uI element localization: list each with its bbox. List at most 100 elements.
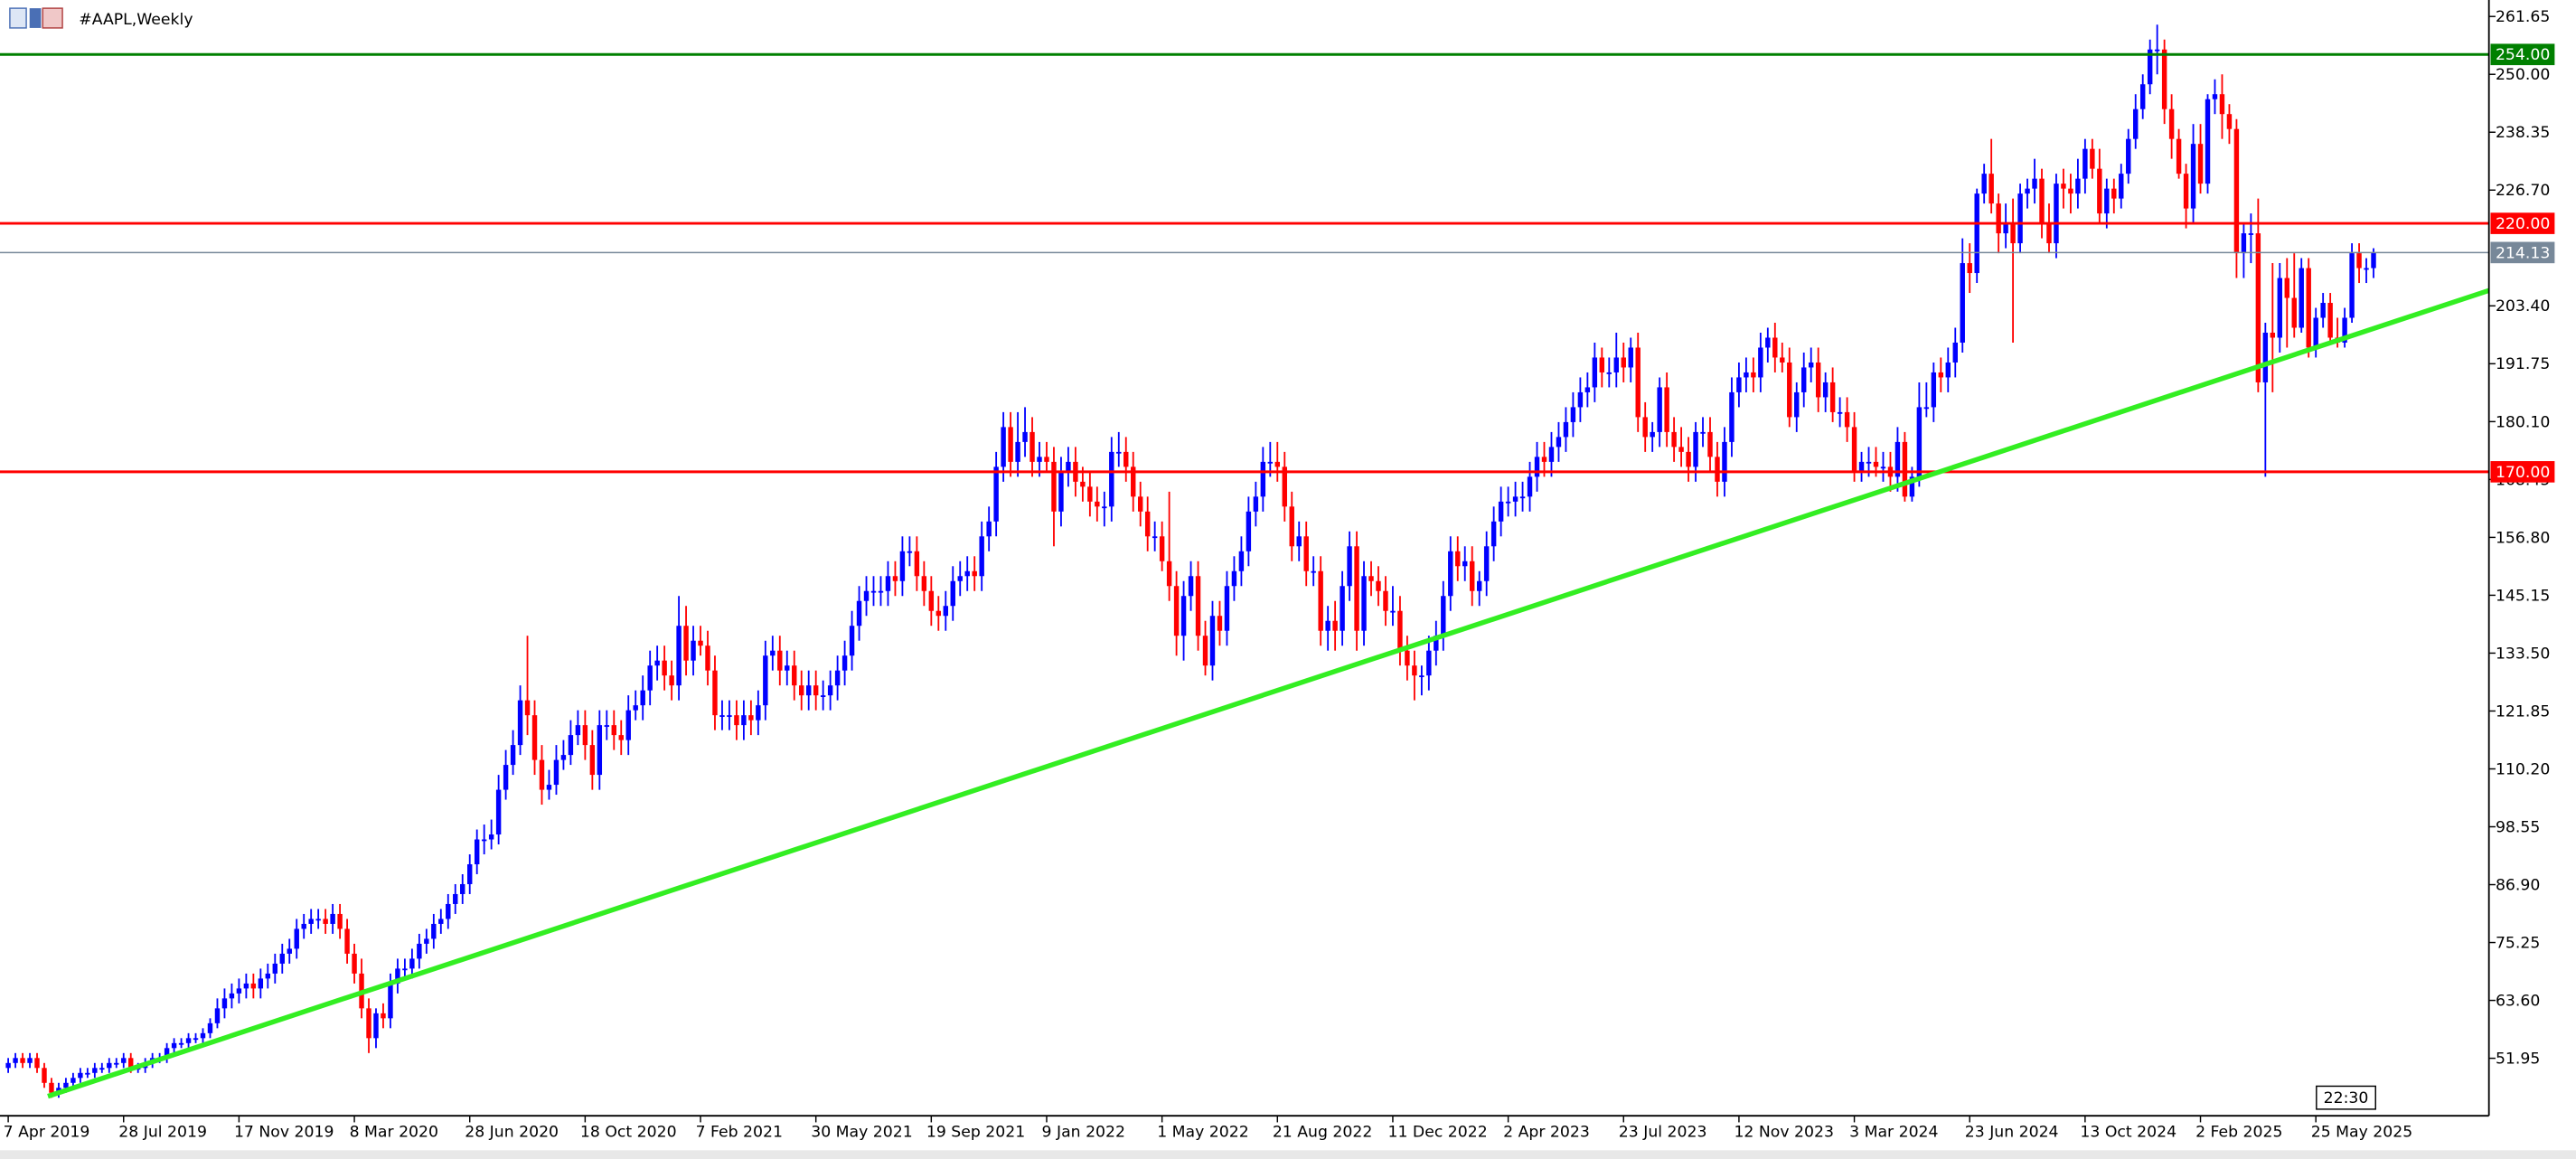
- candle-body: [1642, 417, 1648, 438]
- candle-body: [2104, 188, 2110, 214]
- candle-body: [229, 993, 235, 999]
- candle-body: [2139, 84, 2146, 109]
- candle-body: [308, 919, 314, 924]
- candle-body: [1635, 347, 1641, 418]
- candle-body: [899, 551, 906, 581]
- candle-body: [373, 1013, 379, 1039]
- candle-body: [1195, 576, 1201, 636]
- candle-body: [1801, 367, 1807, 392]
- candle-body: [676, 626, 682, 686]
- candle-body: [1426, 650, 1432, 676]
- candle-body: [258, 978, 264, 989]
- candle-body: [409, 958, 415, 969]
- candle-body: [1822, 382, 1829, 398]
- candle-body: [2233, 128, 2240, 254]
- candle-body: [1109, 451, 1114, 507]
- candle-body: [756, 705, 761, 721]
- candle-body: [1224, 586, 1230, 631]
- candle-body: [1022, 431, 1028, 442]
- chart-title: #AAPL,Weekly: [79, 11, 193, 29]
- candle-body: [957, 576, 963, 581]
- candle-body: [1923, 407, 1930, 410]
- candle-body: [495, 789, 502, 835]
- candle-body: [1592, 357, 1598, 388]
- y-tick-label: 261.65: [2496, 8, 2550, 26]
- candle-body: [1051, 461, 1057, 512]
- y-tick-label: 110.20: [2496, 760, 2550, 778]
- candle-body: [1700, 431, 1706, 434]
- candle-body: [1231, 570, 1237, 587]
- candle-body: [654, 660, 660, 666]
- candle-body: [1087, 486, 1093, 502]
- candle-body: [1556, 437, 1562, 448]
- candle-body: [1246, 511, 1252, 551]
- candle-body: [2082, 148, 2088, 179]
- candle-body: [640, 690, 645, 706]
- candle-body: [1441, 596, 1446, 636]
- candle-body: [2046, 223, 2052, 244]
- candle-body: [2111, 188, 2117, 199]
- candle-body: [770, 650, 776, 656]
- candle-body: [2320, 303, 2326, 318]
- candle-body: [914, 551, 920, 577]
- candle-body: [1527, 476, 1533, 497]
- x-tick-label: 21 Aug 2022: [1273, 1123, 1373, 1141]
- candle-body: [121, 1058, 127, 1063]
- candle-body: [488, 834, 494, 840]
- candle-body: [524, 700, 531, 716]
- candle-body: [625, 710, 631, 740]
- candle-body: [453, 893, 458, 904]
- price-label-box: [2490, 212, 2555, 234]
- candle-body: [1952, 342, 1958, 363]
- candle-body: [719, 715, 725, 717]
- candle-body: [1894, 441, 1901, 477]
- candle-body: [1780, 357, 1785, 363]
- candle-body: [907, 551, 913, 553]
- price-label: 220.00: [2496, 215, 2550, 233]
- candle-body: [1808, 362, 1814, 368]
- candle-body: [870, 590, 877, 593]
- candle-body: [2248, 233, 2254, 235]
- x-tick-label: 23 Jun 2024: [1965, 1123, 2059, 1141]
- candle-body: [582, 725, 588, 746]
- candle-body: [928, 590, 935, 611]
- candle-body: [2205, 99, 2211, 184]
- candle-body: [1159, 536, 1165, 561]
- candle-body: [1131, 466, 1136, 497]
- candle-body: [2025, 188, 2030, 194]
- candle-body: [727, 715, 732, 717]
- candle-body: [1325, 620, 1330, 631]
- candle-body: [1715, 457, 1720, 482]
- candle-body: [2349, 253, 2355, 318]
- candle-body: [1621, 357, 1626, 368]
- candle-body: [114, 1062, 119, 1065]
- candle-body: [474, 839, 480, 864]
- candle-body: [712, 670, 718, 716]
- candle-body: [950, 580, 955, 607]
- candle-body: [352, 953, 357, 974]
- candle-body: [1058, 471, 1064, 512]
- candle-body: [27, 1058, 33, 1063]
- candle-body: [1390, 610, 1396, 613]
- candle-body: [1664, 387, 1669, 432]
- candle-body: [2190, 144, 2196, 209]
- x-tick-label: 25 May 2025: [2311, 1123, 2412, 1141]
- candle-body: [1758, 347, 1763, 378]
- price-label-box: [2490, 43, 2555, 66]
- candle-body: [2306, 268, 2311, 348]
- candle-body: [1736, 377, 1742, 392]
- candle-body: [481, 839, 487, 842]
- candle-body: [330, 913, 335, 924]
- candle-body: [395, 968, 400, 984]
- candle-body: [1173, 586, 1180, 636]
- candle-body: [1354, 546, 1359, 631]
- candle-body: [1613, 357, 1619, 372]
- candle-body: [1448, 551, 1453, 597]
- candle-body: [669, 675, 674, 686]
- candle-body: [1037, 457, 1042, 462]
- candle-body: [1772, 337, 1778, 358]
- candle-body: [1657, 387, 1662, 432]
- candle-body: [986, 521, 992, 537]
- candle-body: [1274, 461, 1281, 467]
